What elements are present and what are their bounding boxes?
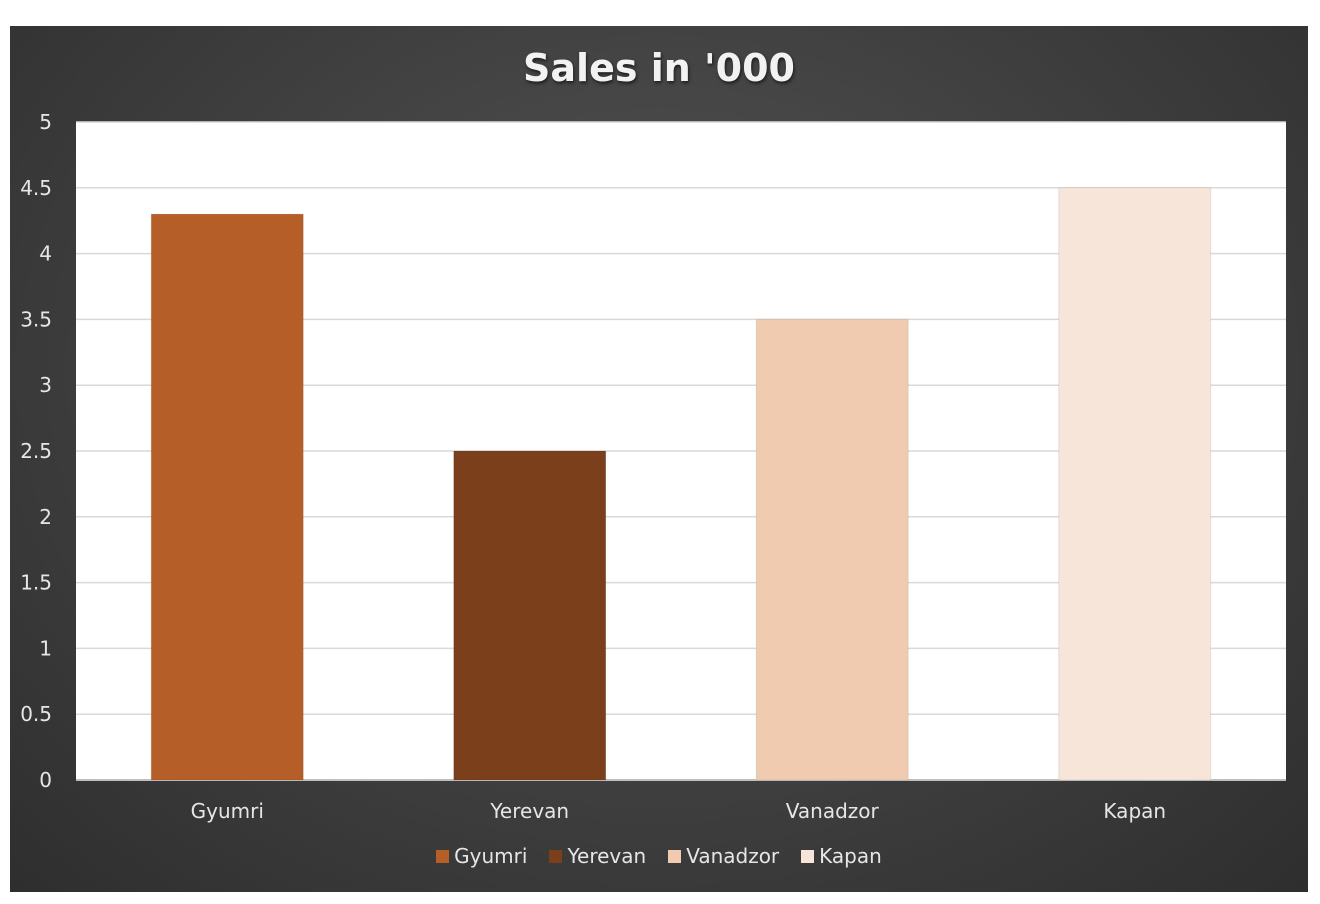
legend-label: Kapan bbox=[819, 844, 882, 868]
y-tick-label: 0.5 bbox=[20, 702, 52, 726]
chart-title: Sales in '000 bbox=[523, 46, 795, 90]
y-tick-label: 3 bbox=[39, 373, 52, 397]
legend-item: Gyumri bbox=[436, 844, 527, 868]
x-tick-label: Yerevan bbox=[489, 799, 569, 823]
y-tick-label: 4 bbox=[39, 242, 52, 266]
x-tick-label: Kapan bbox=[1103, 799, 1166, 823]
y-tick-label: 2 bbox=[39, 505, 52, 529]
legend-item: Yerevan bbox=[549, 844, 646, 868]
bar-yerevan bbox=[453, 450, 607, 781]
legend-swatch bbox=[436, 849, 450, 863]
x-tick-label: Vanadzor bbox=[786, 799, 880, 823]
legend-label: Yerevan bbox=[567, 844, 647, 868]
bar-gyumri bbox=[150, 213, 304, 781]
y-tick-label: 2.5 bbox=[20, 439, 52, 463]
legend-swatch bbox=[668, 849, 682, 863]
legend-label: Gyumri bbox=[454, 844, 528, 868]
x-tick-label: Gyumri bbox=[191, 799, 264, 823]
y-tick-label: 3.5 bbox=[20, 307, 52, 331]
y-tick-label: 1.5 bbox=[20, 571, 52, 595]
legend: Gyumri Yerevan Vanadzor Kapan bbox=[10, 844, 1308, 868]
legend-swatch bbox=[549, 849, 563, 863]
chart-svg: 0 0.5 1 1.5 2 2.5 3 3.5 4 4.5 5 Gyumri Yerevan Vanadz… bbox=[20, 110, 1286, 823]
legend-swatch bbox=[801, 849, 815, 863]
y-tick-label: 4.5 bbox=[20, 176, 52, 200]
chart-area: Sales in '000 0 0.5 1 1.5 2 2.5 3 3.5 4 4.5 5 Gyumr… bbox=[10, 26, 1308, 892]
bar-vanadzor bbox=[755, 318, 909, 781]
legend-item: Kapan bbox=[801, 844, 882, 868]
legend-label: Vanadzor bbox=[686, 844, 780, 868]
legend-item: Vanadzor bbox=[668, 844, 779, 868]
y-tick-label: 0 bbox=[39, 768, 52, 792]
y-tick-label: 1 bbox=[39, 636, 52, 660]
bar-kapan bbox=[1058, 187, 1212, 781]
y-tick-label: 5 bbox=[39, 110, 52, 134]
